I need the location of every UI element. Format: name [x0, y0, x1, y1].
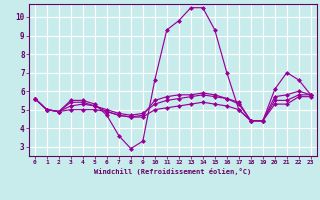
X-axis label: Windchill (Refroidissement éolien,°C): Windchill (Refroidissement éolien,°C): [94, 168, 252, 175]
